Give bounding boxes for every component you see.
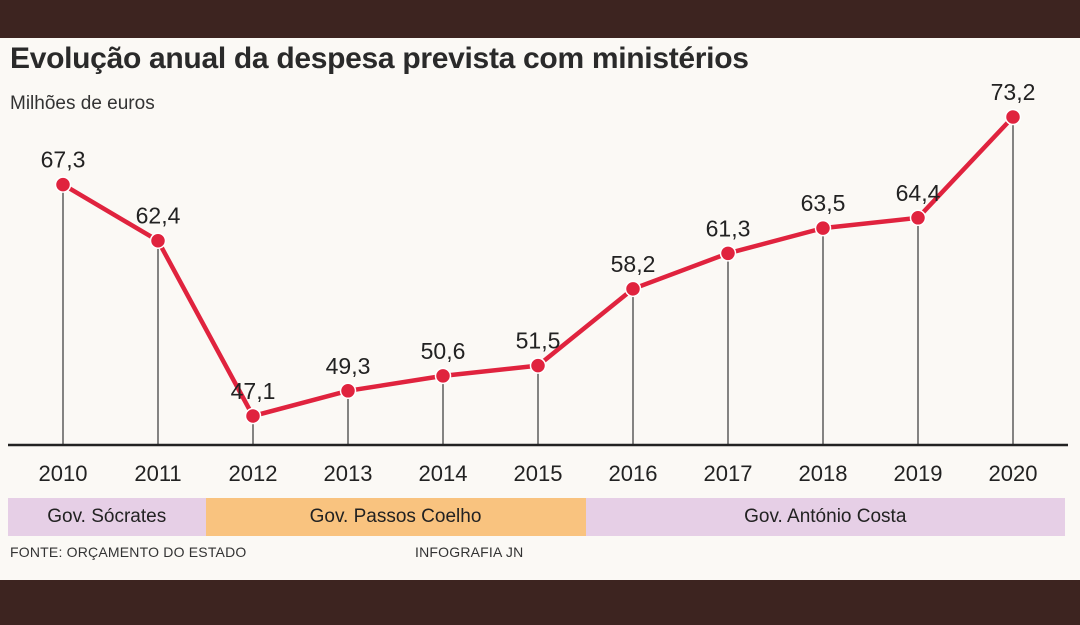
data-point — [339, 382, 357, 400]
x-tick-label: 2020 — [989, 461, 1038, 486]
x-tick-label: 2019 — [894, 461, 943, 486]
x-tick-label: 2012 — [229, 461, 278, 486]
data-label: 62,4 — [136, 203, 181, 229]
credit-note: INFOGRAFIA JN — [415, 544, 524, 560]
data-label: 49,3 — [326, 353, 371, 379]
data-point — [814, 219, 832, 237]
x-tick-label: 2014 — [419, 461, 468, 486]
line-chart: 67,3 62,4 47,1 49,3 50,6 51,5 58,2 61,3 63,5 64,4… — [8, 79, 1068, 486]
x-tick-label: 2017 — [704, 461, 753, 486]
data-label: 63,5 — [801, 190, 846, 216]
data-point — [434, 367, 452, 385]
data-label: 51,5 — [516, 328, 561, 354]
data-label: 61,3 — [706, 215, 751, 241]
data-point — [54, 176, 72, 193]
x-tick-label: 2015 — [514, 461, 563, 486]
government-band: Gov. António Costa — [585, 498, 1065, 536]
chart-panel: Evolução anual da despesa prevista com m… — [0, 38, 1080, 580]
data-point — [529, 357, 547, 374]
data-point — [1004, 108, 1022, 126]
x-tick-label: 2016 — [609, 461, 658, 486]
data-label: 58,2 — [611, 251, 656, 277]
data-point — [719, 245, 737, 262]
chart-title: Evolução anual da despesa prevista com m… — [10, 42, 749, 75]
government-band: Gov. Passos Coelho — [205, 498, 586, 536]
data-point — [244, 407, 262, 425]
x-tick-label: 2018 — [799, 461, 848, 486]
x-tick-label: 2011 — [134, 461, 181, 486]
source-note: FONTE: ORÇAMENTO DO ESTADO — [10, 544, 247, 560]
data-label: 50,6 — [421, 338, 466, 364]
x-tick-label: 2013 — [324, 461, 373, 486]
data-label: 67,3 — [41, 147, 86, 173]
data-label: 73,2 — [991, 79, 1036, 105]
chart-subtitle: Milhões de euros — [10, 93, 155, 114]
government-band: Gov. Sócrates — [8, 498, 206, 536]
data-point — [149, 232, 167, 249]
data-point — [624, 280, 642, 298]
data-label: 64,4 — [896, 180, 941, 206]
data-label: 47,1 — [231, 378, 276, 404]
x-tick-label: 2010 — [39, 461, 88, 486]
data-point — [909, 209, 927, 227]
